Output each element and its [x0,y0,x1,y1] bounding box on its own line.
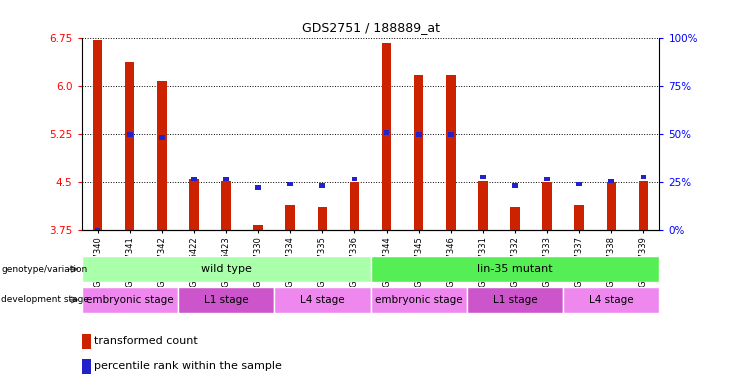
Bar [576,182,582,186]
Bar [608,179,614,183]
Text: L1 stage: L1 stage [204,295,248,305]
Bar [288,182,293,186]
Bar [191,177,197,181]
Bar [255,185,261,190]
Bar [370,287,467,313]
Bar [606,182,616,230]
Bar [178,287,274,313]
Bar [467,287,563,313]
Bar [82,287,178,313]
Bar [413,75,424,230]
Bar [351,177,357,181]
Text: transformed count: transformed count [94,336,198,346]
Text: lin-35 mutant: lin-35 mutant [477,264,553,274]
Bar [82,359,91,374]
Bar [274,287,370,313]
Bar [82,256,370,282]
Text: genotype/variation: genotype/variation [1,265,87,274]
Bar [512,184,518,188]
Bar [124,62,135,230]
Bar [563,287,659,313]
Bar [574,205,584,230]
Bar [510,207,520,230]
Bar [370,256,659,282]
Bar [544,177,550,181]
Bar [478,181,488,230]
Text: embryonic stage: embryonic stage [375,295,462,305]
Text: percentile rank within the sample: percentile rank within the sample [94,361,282,371]
Bar [157,81,167,230]
Bar [640,175,646,179]
Text: L4 stage: L4 stage [300,295,345,305]
Bar [221,181,231,230]
Bar [95,228,101,232]
Bar [480,175,486,179]
Text: development stage: development stage [1,295,90,305]
Bar [159,136,165,140]
Bar [384,131,390,135]
Bar [382,43,391,230]
Bar [639,181,648,230]
Bar [319,184,325,188]
Text: L4 stage: L4 stage [589,295,634,305]
Title: GDS2751 / 188889_at: GDS2751 / 188889_at [302,22,439,35]
Bar [350,182,359,230]
Text: embryonic stage: embryonic stage [86,295,173,305]
Bar [448,132,453,137]
Bar [253,225,263,230]
Bar [82,334,91,349]
Text: L1 stage: L1 stage [493,295,537,305]
Bar [223,177,229,181]
Bar [542,182,552,230]
Bar [127,132,133,137]
Bar [416,132,422,137]
Bar [285,205,295,230]
Bar [189,179,199,230]
Text: wild type: wild type [201,264,251,274]
Bar [446,75,456,230]
Bar [317,207,328,230]
Bar [93,40,102,230]
